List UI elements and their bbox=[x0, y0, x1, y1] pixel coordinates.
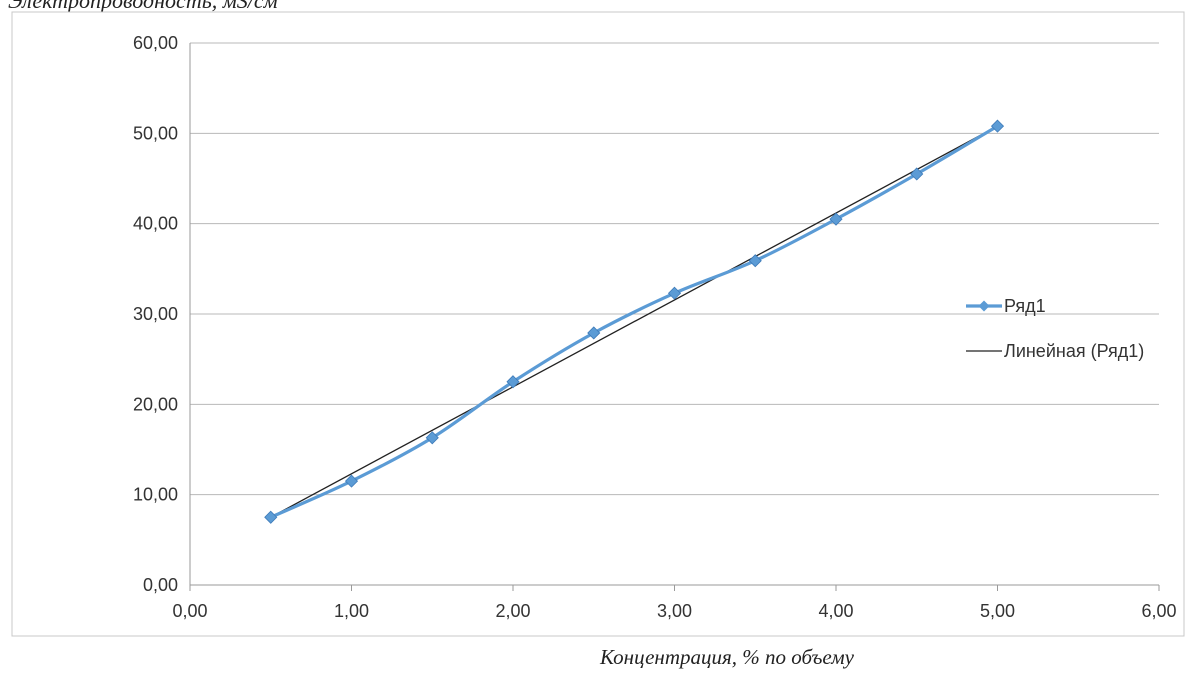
x-tick-label: 1,00 bbox=[334, 601, 369, 621]
y-tick-label: 10,00 bbox=[133, 485, 178, 505]
x-tick-label: 0,00 bbox=[172, 601, 207, 621]
data-point bbox=[264, 510, 278, 524]
series-line bbox=[270, 124, 999, 519]
y-tick-label: 40,00 bbox=[133, 214, 178, 234]
x-tick-label: 4,00 bbox=[818, 601, 853, 621]
y-axis-title: Электропроводность, мS/cм bbox=[8, 0, 278, 13]
data-point bbox=[425, 431, 439, 445]
y-tick-label: 0,00 bbox=[143, 575, 178, 595]
series-group bbox=[264, 119, 1005, 524]
x-tick-labels: 0,00 1,00 2,00 3,00 4,00 5,00 6,00 bbox=[172, 601, 1176, 621]
legend-label-trend: Линейная (Ряд1) bbox=[1004, 341, 1144, 361]
data-point bbox=[829, 212, 843, 226]
y-tick-label: 60,00 bbox=[133, 33, 178, 53]
y-tick-labels: 0,00 10,00 20,00 30,00 40,00 50,00 60,00 bbox=[133, 33, 178, 595]
x-tick-label: 3,00 bbox=[657, 601, 692, 621]
chart-frame bbox=[11, 11, 1185, 637]
x-tick-label: 6,00 bbox=[1141, 601, 1176, 621]
data-point bbox=[910, 167, 924, 181]
data-point bbox=[748, 254, 762, 268]
legend: Ряд1 Линейная (Ряд1) bbox=[966, 296, 1144, 361]
x-tick-label: 5,00 bbox=[980, 601, 1015, 621]
x-axis-title: Концентрация, % по объему bbox=[600, 645, 854, 669]
data-point bbox=[667, 286, 682, 300]
y-tick-label: 50,00 bbox=[133, 123, 178, 143]
trendline bbox=[270, 125, 998, 518]
x-tick-label: 2,00 bbox=[495, 601, 530, 621]
data-point bbox=[990, 119, 1005, 133]
data-point bbox=[506, 375, 520, 389]
legend-marker-series bbox=[978, 300, 990, 312]
data-point bbox=[344, 474, 359, 488]
grid-lines bbox=[190, 42, 1159, 496]
legend-label-series: Ряд1 bbox=[1004, 296, 1046, 316]
data-point bbox=[587, 326, 601, 340]
y-tick-label: 30,00 bbox=[133, 304, 178, 324]
axes bbox=[189, 43, 1160, 591]
y-tick-label: 20,00 bbox=[133, 394, 178, 414]
